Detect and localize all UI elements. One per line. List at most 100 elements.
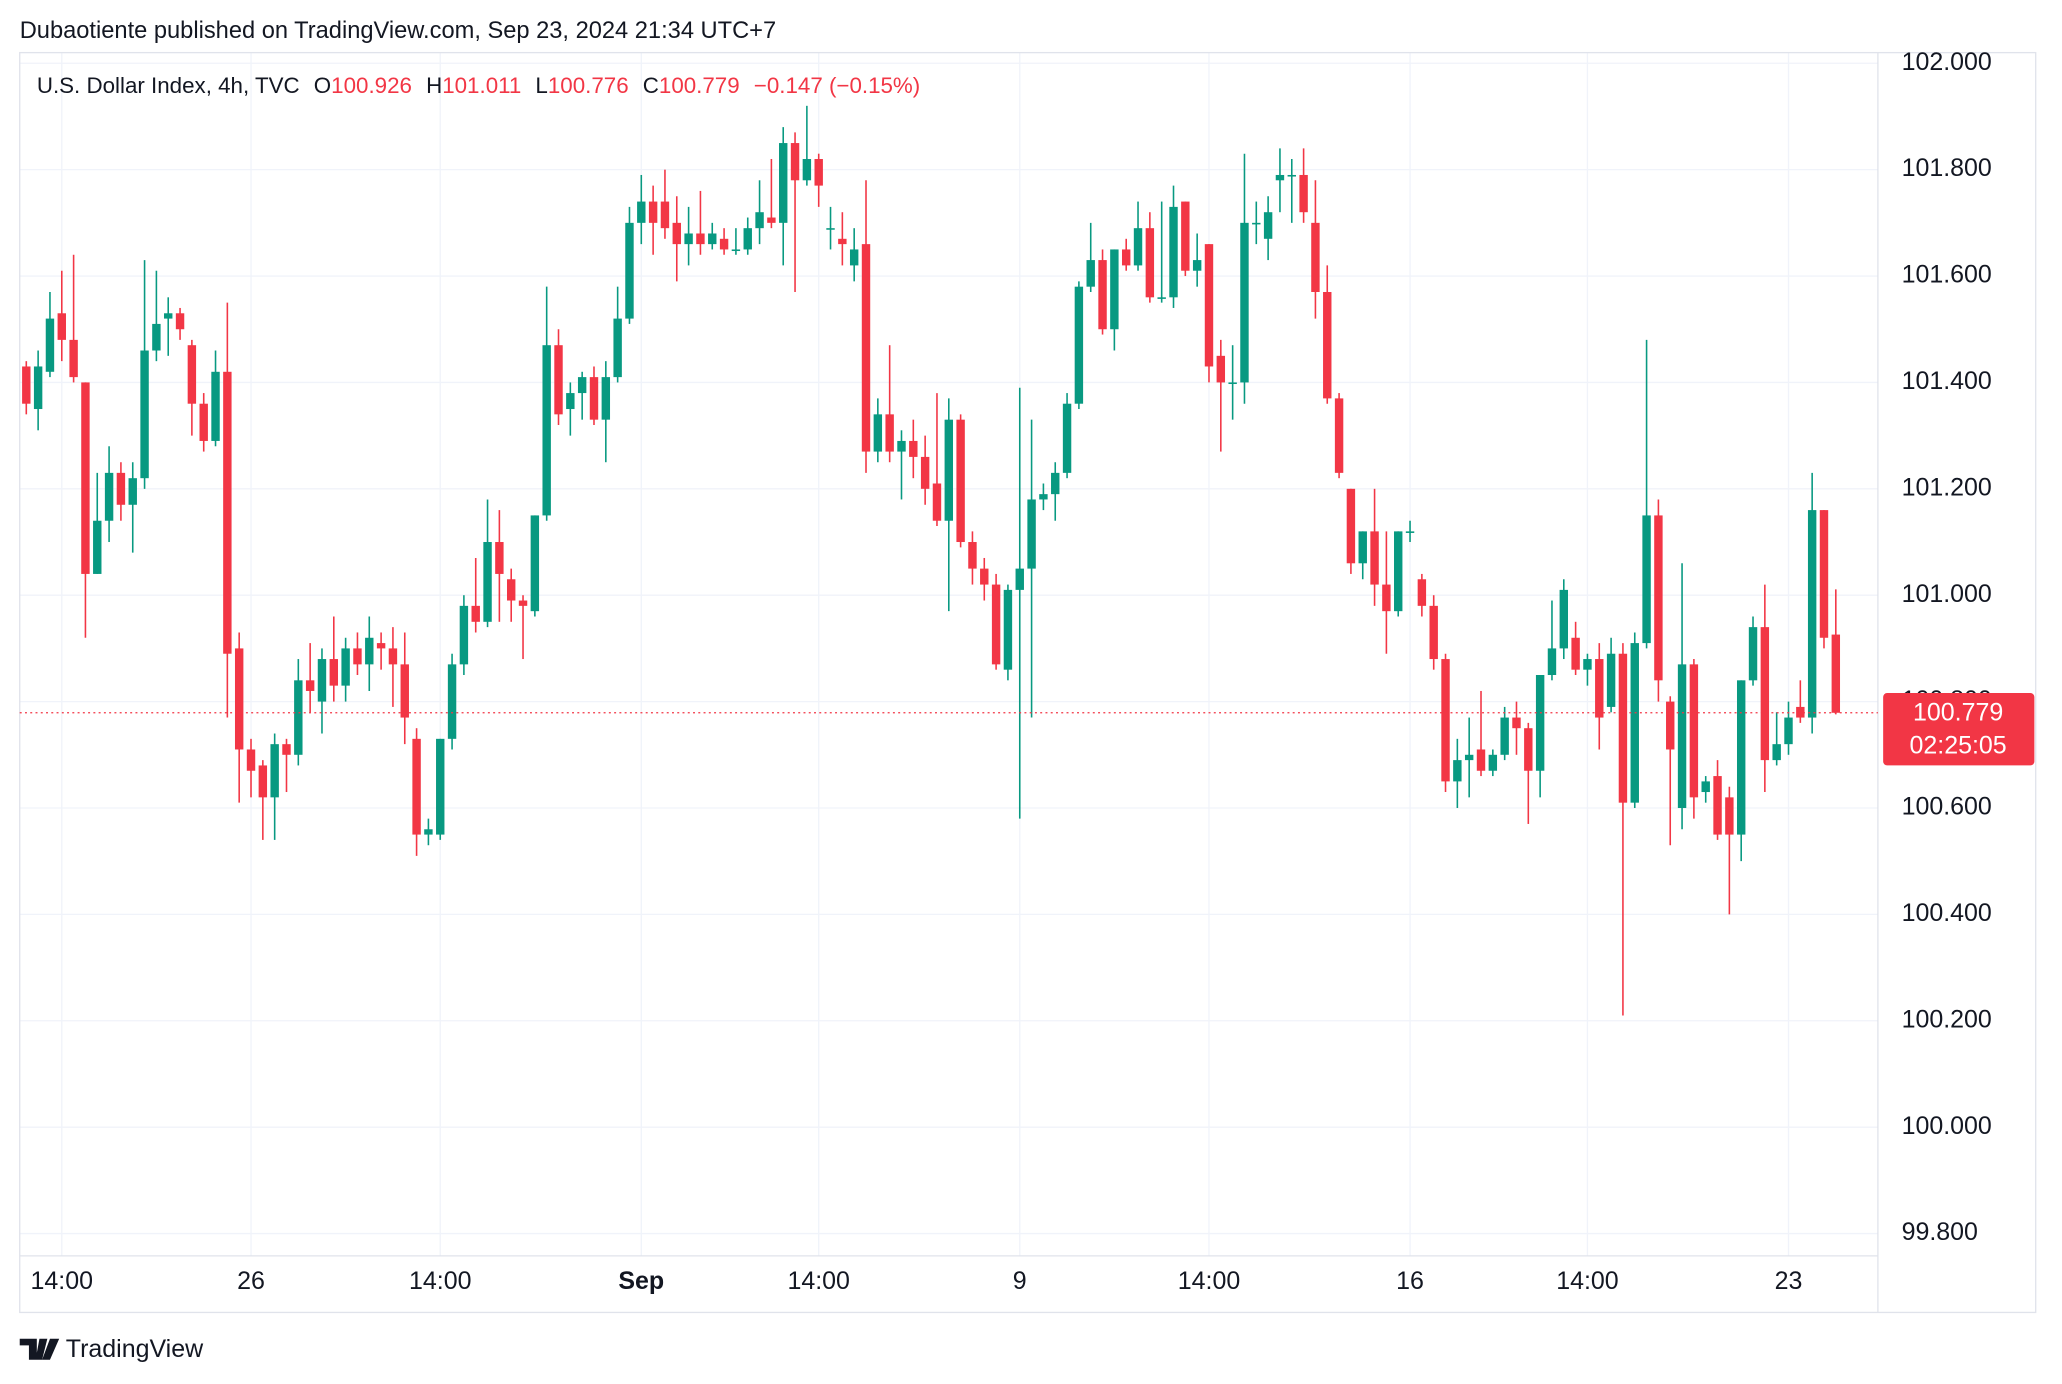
x-tick-label: 14:00 xyxy=(1556,1267,1618,1295)
candle-body xyxy=(1382,584,1391,612)
candle-body xyxy=(790,143,800,181)
price-tag-value: 100.779 xyxy=(1913,699,2003,727)
candle-body xyxy=(1192,260,1202,271)
candle-body xyxy=(1252,222,1261,225)
candle-body xyxy=(1595,659,1604,718)
logo: TradingView xyxy=(19,1335,204,1363)
candle-body xyxy=(1062,403,1072,473)
candle-body xyxy=(873,414,883,452)
x-tick-label: 16 xyxy=(1396,1267,1424,1295)
candle-body xyxy=(731,249,741,252)
candle-body xyxy=(1736,680,1746,835)
candle-body xyxy=(1405,531,1415,533)
candle-body xyxy=(199,403,208,441)
candle-body xyxy=(1571,637,1580,670)
candle-body xyxy=(696,233,705,245)
candle-body xyxy=(436,738,445,835)
y-tick-label: 101.200 xyxy=(1902,473,1992,501)
axes: 99.800100.000100.200100.400100.600100.80… xyxy=(19,48,2035,1295)
candle-body xyxy=(1098,260,1107,330)
price-tag xyxy=(1883,693,2035,766)
candle-body xyxy=(400,664,409,718)
candle-body xyxy=(577,377,587,394)
candle-body xyxy=(506,579,516,601)
candle-body xyxy=(140,350,149,479)
candle-body xyxy=(1606,653,1616,707)
candle-body xyxy=(1666,701,1675,750)
candle-body xyxy=(1263,212,1273,239)
candle-body xyxy=(246,749,256,771)
candle-body xyxy=(187,345,197,404)
candle-body xyxy=(554,345,563,415)
candle-body xyxy=(1583,659,1592,670)
candle-body xyxy=(152,323,161,351)
candle-body xyxy=(1346,488,1356,564)
candle-body xyxy=(719,238,729,250)
publisher-line: Dubaotiente published on TradingView.com… xyxy=(20,18,776,44)
candle-body xyxy=(495,542,504,574)
candle-body xyxy=(1323,291,1332,399)
countdown: 02:25:05 xyxy=(1910,732,2007,760)
candle-body xyxy=(1394,531,1403,612)
candle-body xyxy=(1287,174,1296,177)
candle-body xyxy=(589,377,599,420)
candles xyxy=(22,105,1841,1016)
candle-body xyxy=(1476,749,1486,771)
x-tick-label: 14:00 xyxy=(409,1267,471,1295)
candle-body xyxy=(1157,297,1166,299)
x-tick-label: Sep xyxy=(618,1267,664,1295)
candle-body xyxy=(980,568,989,585)
candle-body xyxy=(518,600,528,606)
candle-body xyxy=(1453,760,1462,782)
candle-body xyxy=(1169,206,1178,298)
candle-body xyxy=(258,765,268,798)
candle-body xyxy=(33,366,43,410)
candle-body xyxy=(1003,589,1013,670)
legend: U.S. Dollar Index, 4h, TVC O100.926 H101… xyxy=(37,73,920,98)
candle-body xyxy=(81,382,90,574)
candle-body xyxy=(1796,706,1805,718)
candle-body xyxy=(57,313,66,340)
candle-body xyxy=(1181,201,1190,271)
candle-body xyxy=(1074,286,1084,404)
candle-body xyxy=(920,456,930,489)
candle-body xyxy=(270,744,279,798)
grid xyxy=(19,52,1878,1256)
candle-body xyxy=(1051,472,1060,495)
candle-body xyxy=(483,542,492,622)
x-tick-label: 14:00 xyxy=(1178,1267,1240,1295)
low-value: 100.776 xyxy=(548,73,629,98)
candle-body xyxy=(294,680,303,755)
candle-body xyxy=(814,159,823,186)
y-tick-label: 100.600 xyxy=(1902,793,1992,821)
candle-body xyxy=(1370,531,1379,585)
candle-body xyxy=(305,680,315,691)
candle-body xyxy=(1559,589,1569,649)
candle-body xyxy=(45,318,55,372)
y-tick-label: 100.000 xyxy=(1902,1112,1992,1140)
candle-body xyxy=(412,738,421,835)
candle-body xyxy=(459,605,469,665)
candle-body xyxy=(1027,499,1036,569)
candle-body xyxy=(93,520,102,574)
candle-body xyxy=(956,419,965,543)
candle-body xyxy=(211,371,220,441)
candle-body xyxy=(164,313,173,319)
x-tick-label: 23 xyxy=(1775,1267,1803,1295)
candle-body xyxy=(755,212,764,229)
candle-body xyxy=(826,228,835,230)
candle-body xyxy=(1772,744,1781,761)
candle-body xyxy=(1358,531,1367,564)
candle-body xyxy=(1133,228,1143,266)
y-tick-label: 101.400 xyxy=(1902,367,1992,395)
x-tick-label: 9 xyxy=(1013,1267,1027,1295)
label-high: H xyxy=(426,73,442,98)
candle-body xyxy=(1429,605,1438,660)
candle-body xyxy=(542,345,551,516)
logo-icon xyxy=(19,1338,60,1360)
candle-body xyxy=(471,605,480,622)
candle-body xyxy=(944,419,954,521)
y-tick-label: 100.400 xyxy=(1902,899,1992,927)
candle-body xyxy=(1299,174,1308,213)
